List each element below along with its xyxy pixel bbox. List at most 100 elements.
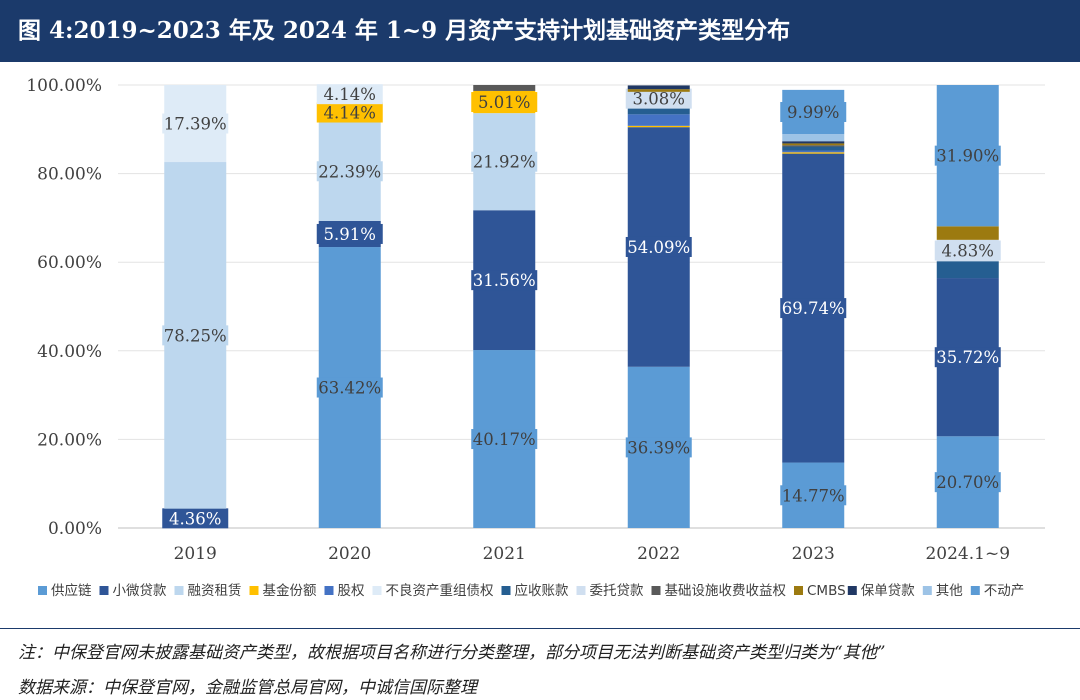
legend-label: 基础设施收费收益权: [665, 582, 787, 599]
y-tick-label: 20.00%: [37, 430, 102, 450]
data-label-bg: [471, 92, 538, 113]
bar-segment: [782, 145, 845, 147]
legend-label: 融资租赁: [188, 583, 242, 599]
legend-label: 保单贷款: [861, 583, 915, 599]
data-label-bg: [934, 145, 1001, 166]
data-label-bg: [934, 240, 1001, 261]
data-label: 4.83%: [942, 242, 994, 261]
notes-area: 注：中保登官网未披露基础资产类型，故根据项目名称进行分类整理，部分项目无法判断基…: [0, 628, 1080, 700]
data-label-bg: [780, 102, 847, 123]
data-label: 3.08%: [633, 90, 685, 109]
data-label-bg: [316, 161, 383, 182]
data-label-bg: [934, 347, 1001, 368]
bar-segment: [627, 114, 690, 126]
legend-swatch: [651, 586, 661, 595]
legend-swatch: [970, 586, 980, 595]
data-label: 35.72%: [936, 348, 999, 367]
legend-swatch: [249, 586, 259, 595]
figure-title: 图 4:2019~2023 年及 2024 年 1~9 月资产支持计划基础资产类…: [18, 17, 791, 44]
legend-label: CMBS: [807, 583, 846, 599]
bar-segment: [782, 146, 845, 151]
legend-swatch: [794, 586, 803, 595]
data-label: 14.77%: [782, 486, 845, 505]
legend-swatch: [99, 586, 109, 595]
legend-label: 供应链: [51, 582, 92, 599]
bar-segment: [782, 143, 845, 146]
data-label: 54.09%: [627, 238, 690, 257]
legend-swatch: [922, 586, 932, 595]
data-label-bg: [162, 113, 229, 134]
legend-label: 其他: [936, 583, 963, 599]
stacked-bar-chart: 0.00% 20.00% 40.00% 60.00% 80.00% 100.00% 4.36…: [26, 76, 1045, 599]
bar-segment: [782, 152, 845, 154]
data-label: 5.01%: [478, 93, 530, 112]
bar-segment: [627, 85, 690, 90]
title-bar: 图 4:2019~2023 年及 2024 年 1~9 月资产支持计划基础资产类…: [0, 0, 1080, 62]
y-tick-label: 60.00%: [37, 253, 102, 273]
data-label-bg: [625, 437, 692, 458]
data-label-bg: [471, 270, 538, 291]
data-label: 78.25%: [164, 326, 227, 345]
bar-segment: [782, 141, 845, 144]
legend-swatch: [501, 586, 511, 595]
bar-segment: [627, 125, 690, 128]
legend-label: 基金份额: [263, 582, 317, 599]
x-tick-label: 2022: [637, 544, 680, 564]
legend-label: 股权: [338, 582, 365, 599]
data-label-bg: [471, 429, 538, 450]
data-label: 31.56%: [473, 271, 536, 290]
data-label: 31.90%: [936, 147, 999, 166]
y-tick-label: 80.00%: [37, 165, 102, 185]
data-label-bg: [934, 472, 1001, 493]
data-label: 22.39%: [318, 162, 381, 181]
data-label-bg: [162, 325, 229, 346]
legend-label: 小微贷款: [113, 583, 167, 599]
data-label-bg: [780, 485, 847, 506]
data-label: 69.74%: [782, 299, 845, 318]
data-label: 63.42%: [318, 379, 381, 398]
bar-segment: [936, 261, 999, 279]
data-label-bg: [780, 298, 847, 319]
data-label-bg: [625, 236, 692, 257]
legend-label: 应收账款: [515, 582, 569, 599]
data-label-bg: [316, 84, 383, 105]
x-tick-label: 2019: [174, 544, 217, 564]
data-label: 4.14%: [324, 85, 376, 104]
bar-segment: [782, 150, 845, 153]
legend-label: 不动产: [984, 583, 1025, 599]
data-label-bg: [625, 88, 692, 109]
data-label-bg: [471, 151, 538, 172]
bar-segment: [473, 85, 536, 91]
data-label: 20.70%: [936, 473, 999, 492]
x-tick-label: 2021: [483, 544, 526, 564]
data-label: 17.39%: [164, 115, 227, 134]
footnote: 注：中保登官网未披露基础资产类型，故根据项目名称进行分类整理，部分项目无法判断基…: [18, 643, 886, 663]
legend-label: 不良资产重组债权: [386, 582, 494, 599]
data-label-bg: [316, 377, 383, 398]
x-tick-label: 2020: [328, 544, 371, 564]
data-source: 数据来源：中保登官网，金融监管总局官网，中诚信国际整理: [18, 678, 477, 698]
data-label: 4.14%: [324, 104, 376, 123]
x-tick-label: 2023: [792, 544, 835, 564]
y-tick-label: 40.00%: [37, 342, 102, 362]
data-label: 9.99%: [787, 103, 839, 122]
bar-segment: [782, 134, 845, 142]
legend-label: 委托贷款: [590, 583, 644, 599]
x-tick-label: 2024.1~9: [925, 544, 1010, 564]
bar-segment: [627, 105, 690, 115]
legend-swatch: [847, 586, 857, 595]
data-label: 21.92%: [473, 153, 536, 172]
data-label-bg: [316, 223, 383, 244]
data-label: 40.17%: [473, 430, 536, 449]
legend-swatch: [174, 586, 184, 595]
bar-segment: [627, 89, 690, 92]
data-label-bg: [316, 102, 383, 123]
legend-swatch: [372, 586, 382, 595]
legend-swatch: [576, 586, 586, 595]
data-label: 4.36%: [169, 509, 221, 528]
y-tick-label: 100.00%: [26, 76, 102, 96]
legend-swatch: [38, 586, 47, 595]
data-label-bg: [162, 508, 229, 529]
data-label: 36.39%: [627, 438, 690, 457]
bar-segment: [936, 226, 999, 240]
